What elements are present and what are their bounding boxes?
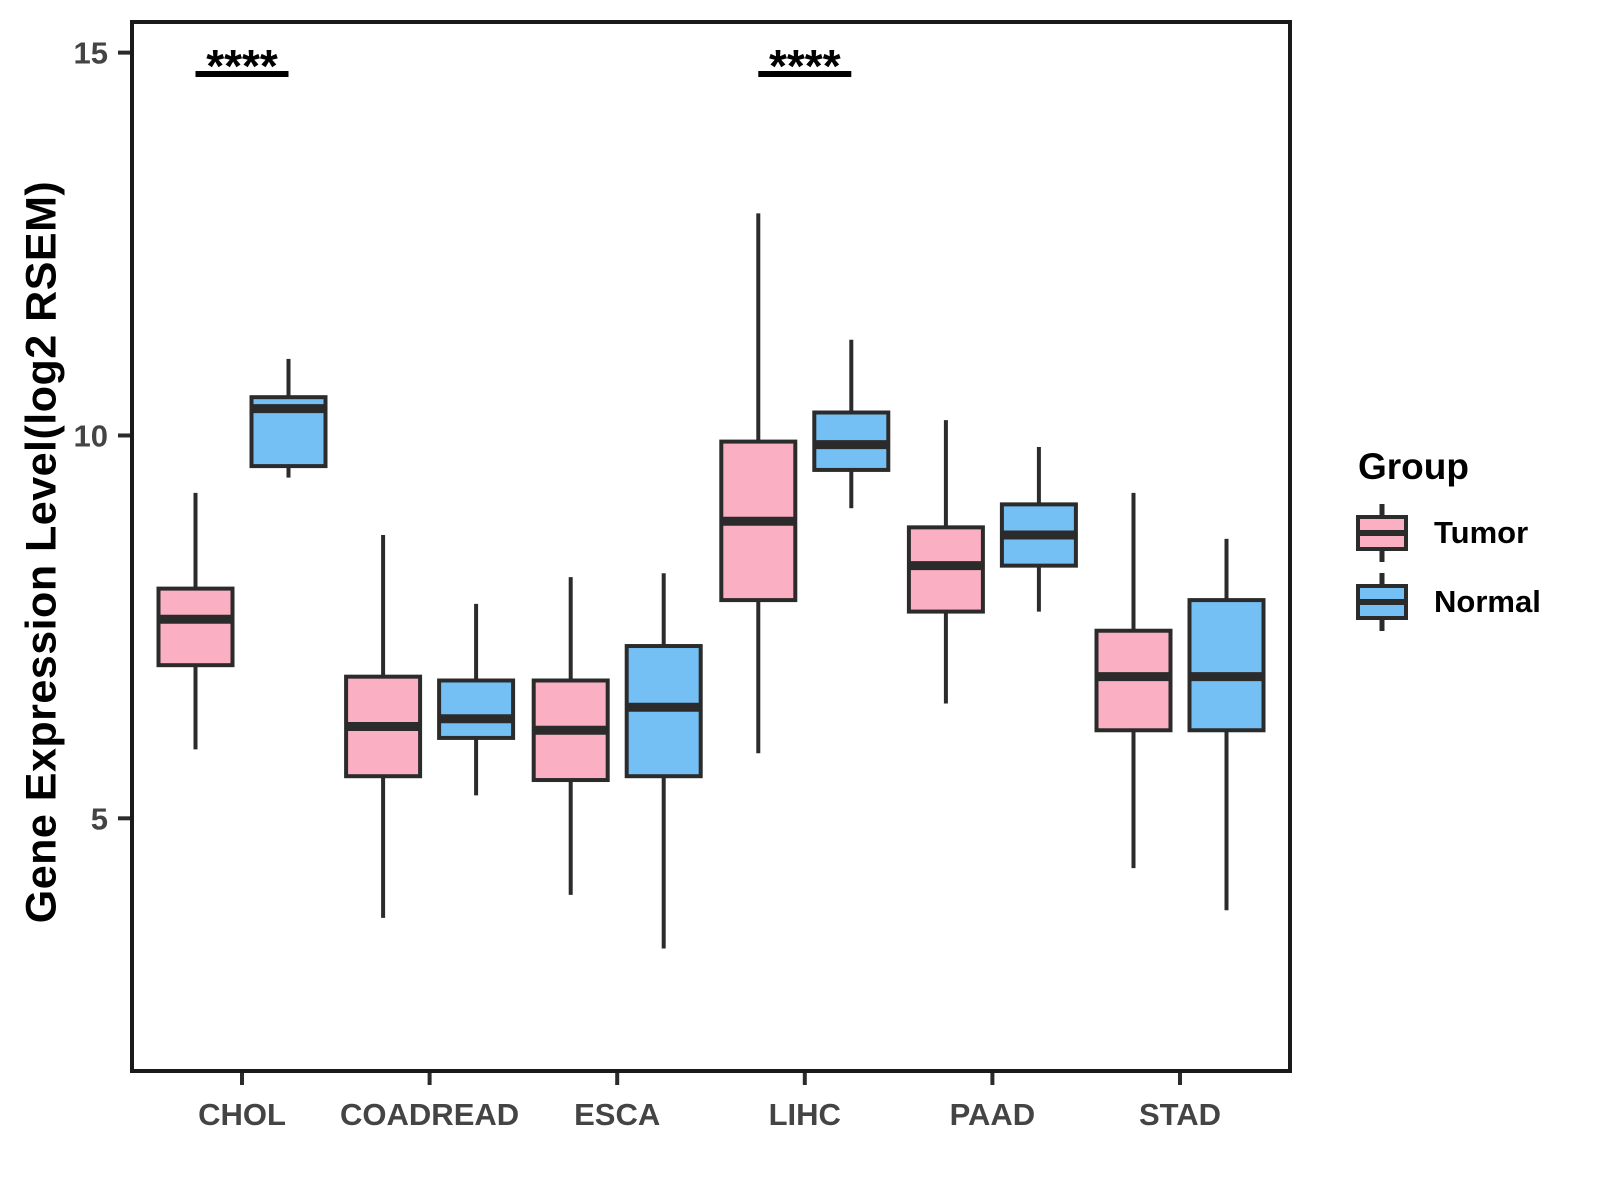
x-tick-label: PAAD (950, 1097, 1036, 1132)
x-tick-label: COADREAD (340, 1097, 519, 1132)
significance-stars-LIHC: **** (769, 40, 841, 92)
legend-title: Group (1358, 446, 1469, 487)
legend-key-median-line (1360, 599, 1404, 605)
legend-label-tumor: Tumor (1434, 515, 1529, 550)
legend-key-normal-box (1356, 584, 1408, 620)
y-tick-label: 10 (74, 418, 108, 453)
legend-key-tumor-box (1356, 515, 1408, 551)
box-normal-COADREAD (437, 678, 516, 740)
significance-bar-LIHC (758, 71, 852, 77)
legend-entry-tumor: Tumor (1356, 504, 1541, 562)
x-tick-label: CHOL (198, 1097, 286, 1132)
y-tick-label: 15 (74, 36, 108, 71)
box-normal-STAD (1187, 598, 1266, 733)
y-tick-label: 5 (91, 801, 108, 836)
x-tick-label: ESCA (574, 1097, 660, 1132)
box-tumor-CHOL (156, 586, 235, 668)
legend: Group Tumor Normal (1356, 446, 1541, 642)
legend-key-tumor-boxplot-glyph (1356, 504, 1408, 562)
legend-key-median-line (1360, 530, 1404, 536)
legend-label-normal: Normal (1434, 584, 1541, 619)
legend-entry-normal: Normal (1356, 573, 1541, 631)
legend-key-normal-boxplot-glyph (1356, 573, 1408, 631)
x-tick-label: LIHC (769, 1097, 841, 1132)
significance-bar-CHOL (195, 71, 289, 77)
y-axis-title: Gene Expression Level(log2 RSEM) (17, 180, 66, 924)
significance-stars-CHOL: **** (206, 40, 278, 92)
panel-border (130, 20, 1292, 1073)
x-tick-label: STAD (1139, 1097, 1221, 1132)
